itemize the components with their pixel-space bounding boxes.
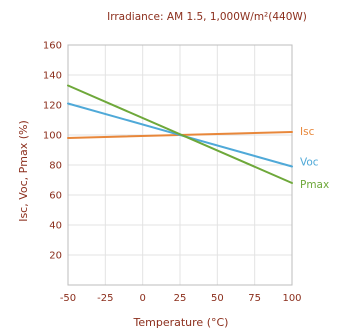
x-tick-label: 100	[282, 293, 301, 304]
grid	[67, 44, 293, 285]
y-tick-label: 60	[49, 191, 62, 202]
chart-title: Irradiance: AM 1.5, 1,000W/m²(440W)	[107, 11, 307, 23]
y-axis-ticks: 20 40 60 80 100 120 140 160	[43, 41, 62, 262]
y-tick-label: 20	[49, 251, 62, 262]
x-tick-label: -25	[97, 293, 113, 304]
y-tick-label: 160	[43, 41, 62, 52]
x-tick-label: -50	[60, 293, 76, 304]
plot-frame	[67, 44, 293, 286]
x-tick-label: 50	[211, 293, 224, 304]
series-label-pmax: Pmax	[300, 179, 329, 191]
series-label-isc: Isc	[300, 126, 315, 138]
y-tick-label: 80	[49, 161, 62, 172]
x-axis-title: Temperature (°C)	[133, 316, 229, 329]
y-tick-label: 100	[43, 131, 62, 142]
series-labels: Isc Voc Pmax	[300, 126, 329, 191]
series-lines	[67, 84, 293, 184]
y-axis-title: Isc, Voc, Pmax (%)	[17, 120, 30, 222]
y-tick-label: 120	[43, 101, 62, 112]
series-label-voc: Voc	[300, 157, 319, 169]
x-axis-ticks: -50 -25 0 25 50 75 100	[60, 293, 302, 304]
y-tick-label: 140	[43, 71, 62, 82]
y-tick-label: 40	[49, 221, 62, 232]
x-tick-label: 0	[139, 293, 145, 304]
series-line-pmax	[67, 84, 293, 184]
x-tick-label: 25	[174, 293, 187, 304]
x-tick-label: 75	[248, 293, 261, 304]
